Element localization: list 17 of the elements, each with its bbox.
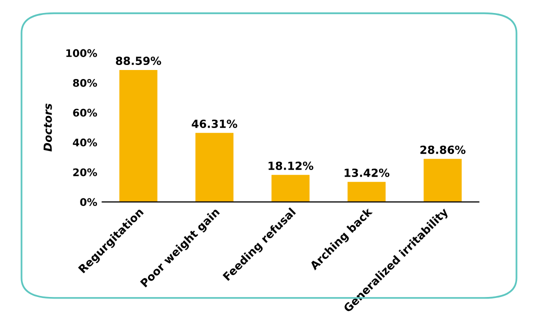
y-axis-title: Doctors bbox=[44, 104, 52, 152]
y-tick-label: 40% bbox=[72, 138, 98, 146]
y-tick-label: 80% bbox=[73, 78, 98, 87]
bar bbox=[119, 70, 158, 202]
data-label: 13.42% bbox=[344, 168, 390, 177]
data-label: 18.12% bbox=[268, 162, 314, 170]
y-tick-label: 60% bbox=[73, 108, 98, 117]
bar bbox=[348, 182, 386, 202]
data-label: 46.31% bbox=[192, 120, 238, 128]
data-label: 28.86% bbox=[420, 146, 466, 154]
bar bbox=[272, 174, 310, 202]
y-tick-label: 0% bbox=[80, 198, 98, 206]
y-tick-label: 20% bbox=[73, 168, 98, 176]
bar bbox=[424, 158, 462, 202]
y-tick-label: 100% bbox=[66, 49, 98, 58]
bar bbox=[195, 132, 234, 202]
data-label: 88.59% bbox=[116, 56, 162, 66]
